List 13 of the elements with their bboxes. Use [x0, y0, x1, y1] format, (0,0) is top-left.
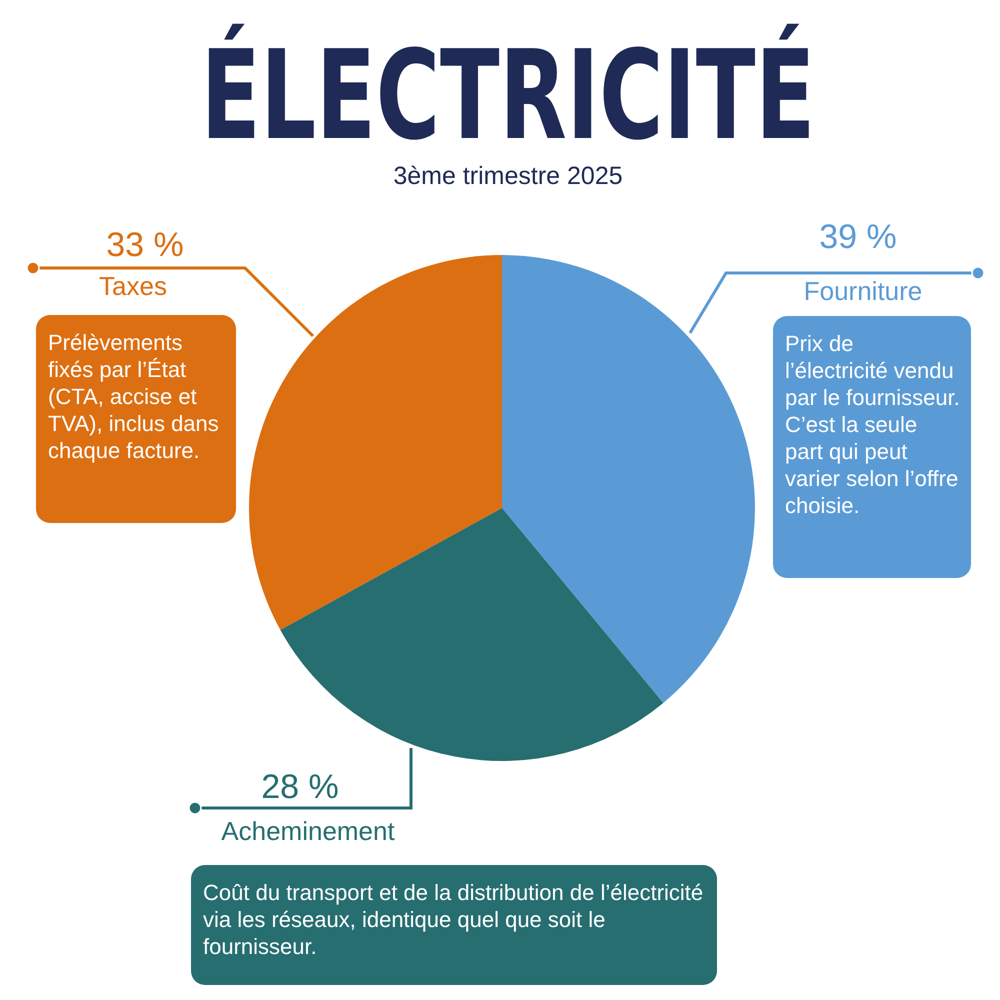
data-label: 33 % [106, 226, 184, 264]
text: Prix de l’électricité vendu par le fournisseur. C’est la seule part qui peut varier selon l’offre choisie. [785, 330, 961, 519]
legend-label: Taxes [99, 271, 167, 301]
slice-label: Acheminement [221, 816, 396, 846]
pie-slice [280, 508, 664, 760]
slice-label: Fourniture [804, 276, 922, 306]
data-label: 28 % [261, 768, 339, 806]
data-label: 39 % [819, 218, 897, 256]
pie-slice [502, 255, 755, 703]
chart-subtitle: 3ème trimestre 2025 [393, 162, 623, 190]
text: Coût du transport et de la distribution de l’électricité via les réseaux, identique quel que soit le fournisseur. [203, 879, 704, 960]
pie-slice [249, 255, 502, 630]
text: Prélèvements fixés par l’État (CTA, accise et TVA), inclus dans chaque facture. [48, 329, 220, 464]
